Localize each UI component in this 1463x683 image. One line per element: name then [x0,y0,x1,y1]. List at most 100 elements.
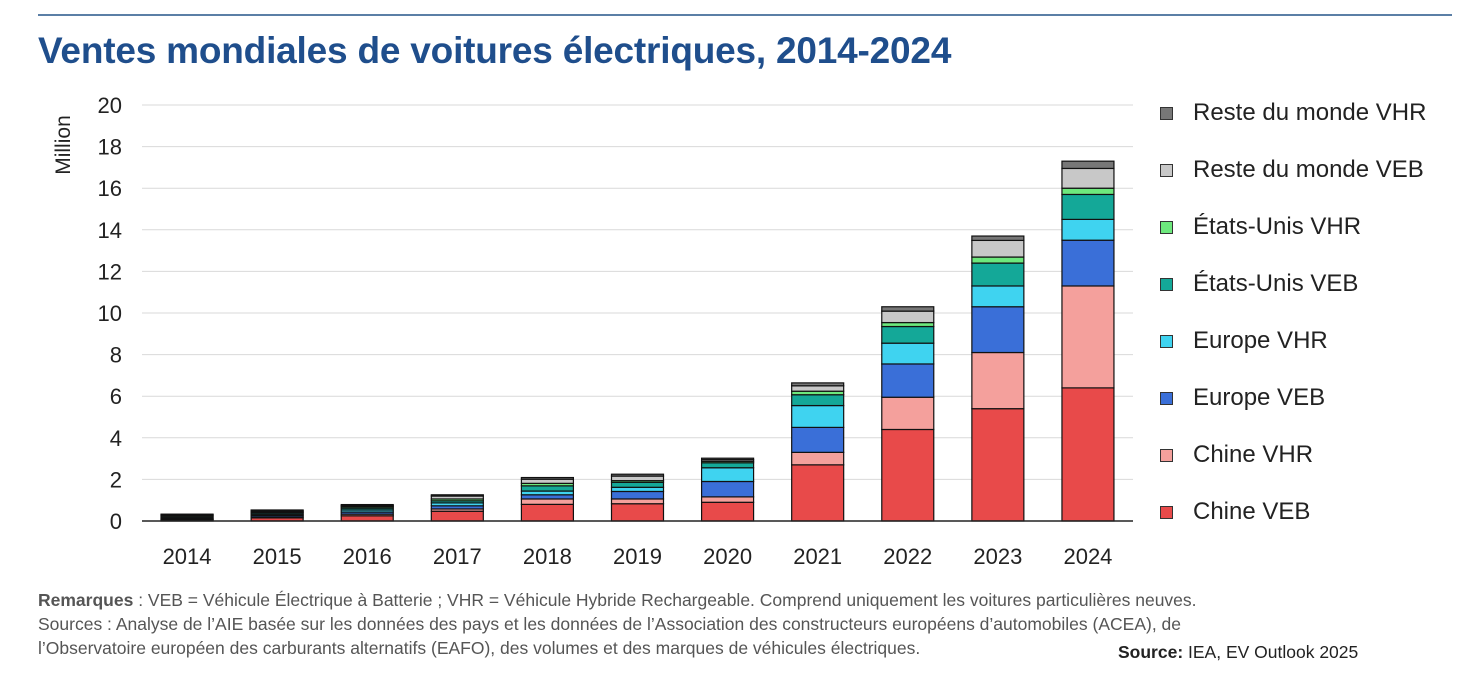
y-tick-label: 10 [98,301,122,326]
x-tick-label: 2018 [523,544,572,569]
legend-label: États-Unis VHR [1193,213,1362,240]
bar-segment-2017-Reste du monde VHR [430,494,484,497]
bar-segment-2021-Reste du monde VHR [791,382,845,387]
legend-swatch [1160,163,1173,177]
chart-notes: Remarques : VEB = Véhicule Électrique à … [38,588,1438,660]
bar-segment-2023-Chine VHR [971,351,1025,410]
y-tick-label: 0 [110,509,122,534]
y-axis-label: Million [52,115,75,175]
legend-item: États-Unis VHR [1160,212,1361,242]
bar-segment-2020-Chine VHR [700,496,755,503]
bar-segment-2021-Europe VHR [791,404,845,428]
bar-segment-2022-Chine VHR [881,396,935,431]
legend-swatch [1160,106,1173,120]
bar-segment-2021-États-Unis VEB [791,394,845,407]
remarks-text: : VEB = Véhicule Électrique à Batterie ;… [133,590,1197,610]
y-tick-label: 2 [110,467,122,492]
bar-segment-2018-Reste du monde VHR [520,476,575,480]
y-tick-label: 12 [98,259,122,284]
remarks-label: Remarques [38,590,134,610]
bar-segment-2019-Chine VHR [610,498,665,505]
top-rule [38,14,1452,16]
bar-segment-2018-Europe VEB [520,494,575,500]
bar-segment-2024-Europe VEB [1061,239,1115,287]
bar-segment-2019-États-Unis VEB [610,481,665,488]
legend-label: Reste du monde VEB [1193,156,1424,183]
bar-segment-2018-Chine VEB [520,503,575,522]
bar-segment-2017-Chine VEB [430,510,484,522]
bar-segment-2024-États-Unis VHR [1061,187,1115,196]
bar-segment-2016-Reste du monde VHR [340,503,394,507]
x-tick-label: 2022 [883,544,932,569]
bar-segment-2021-Europe VEB [791,426,845,453]
sources-line-1: Sources : Analyse de l’AIE basée sur les… [38,614,1182,634]
legend-item: Reste du monde VHR [1160,98,1426,128]
bar-segment-2024-Reste du monde VEB [1061,167,1115,189]
x-tick-label: 2017 [433,544,482,569]
bar-segment-2024-Europe VHR [1061,218,1115,241]
legend-item: Europe VHR [1160,326,1328,356]
y-tick-label: 14 [98,218,122,243]
stacked-bar-chart: 0 2 4 6 8 10 12 14 16 18 20 Million 2014 2015 2016 2017… [52,93,1133,569]
bar-segment-2022-Europe VHR [881,342,935,365]
bar-segment-2023-Chine VEB [971,408,1025,522]
y-tick-label: 8 [110,343,122,368]
legend-item: États-Unis VEB [1160,269,1358,299]
x-tick-label: 2021 [793,544,842,569]
sources-line-2: l’Observatoire européen des carburants a… [38,638,921,658]
bar-segment-2020-Europe VHR [700,467,755,483]
bar-segment-2022-États-Unis VEB [881,325,935,344]
legend-swatch [1160,505,1173,519]
x-tick-label: 2014 [163,544,212,569]
x-tick-label: 2023 [973,544,1022,569]
bar-segment-2019-Chine VEB [610,503,665,522]
legend-item: Europe VEB [1160,383,1325,413]
bar-segment-2020-Chine VEB [700,501,755,522]
bar-segment-2020-Reste du monde VHR [700,457,755,461]
bar-segment-2023-Europe VHR [971,285,1025,308]
legend-label: Chine VHR [1193,441,1314,468]
source-credit: Source: IEA, EV Outlook 2025 [1118,642,1358,663]
bar-segment-2023-Reste du monde VHR [971,235,1025,242]
legend-swatch [1160,448,1173,462]
source-label: Source: [1118,642,1184,662]
bar-segment-2023-Reste du monde VEB [971,239,1025,258]
bar-segment-2022-Europe VEB [881,363,935,398]
x-tick-label: 2016 [343,544,392,569]
legend-label: Europe VHR [1193,327,1328,354]
x-tick-label: 2020 [703,544,752,569]
legend-item: Chine VEB [1160,497,1310,527]
legend-label: Reste du monde VHR [1193,99,1427,126]
x-tick-label: 2019 [613,544,662,569]
bar-segment-2015-Reste du monde VHR [250,509,304,512]
bar-segment-2022-Reste du monde VHR [881,306,935,312]
bar-segment-2018-Chine VHR [520,498,575,505]
bar-segment-2019-Europe VHR [610,486,665,493]
legend-label: Chine VEB [1193,498,1311,525]
y-tick-label: 18 [98,135,122,160]
bar-segment-2021-Chine VEB [791,464,845,522]
bar-segment-2019-Reste du monde VHR [610,473,665,477]
x-tick-label: 2024 [1063,544,1112,569]
legend-label: Europe VEB [1193,384,1326,411]
bar-segment-2021-Chine VHR [791,451,845,466]
bar-segment-2020-États-Unis VEB [700,462,755,469]
legend-swatch [1160,277,1173,291]
bar-segment-2024-États-Unis VEB [1061,193,1115,221]
x-tick-label: 2015 [253,544,302,569]
legend-swatch [1160,220,1173,234]
bar-segment-2022-Reste du monde VEB [881,310,935,324]
legend-item: Chine VHR [1160,440,1313,470]
chart-title: Ventes mondiales de voitures électriques… [38,30,952,71]
bar-segment-2018-Reste du monde VEB [520,478,575,484]
bar-segment-2019-Reste du monde VEB [610,475,665,482]
legend-swatch [1160,334,1173,348]
bar-segment-2024-Chine VHR [1061,285,1115,389]
bar-segment-2014-Reste du monde VHR [160,513,214,516]
y-tick-label: 20 [98,93,122,118]
bar-segment-2023-Europe VEB [971,306,1025,354]
bar-segment-2024-Reste du monde VHR [1061,160,1115,170]
y-tick-label: 16 [98,176,122,201]
bar-segment-2020-Europe VEB [700,480,755,498]
y-tick-label: 4 [110,426,122,451]
